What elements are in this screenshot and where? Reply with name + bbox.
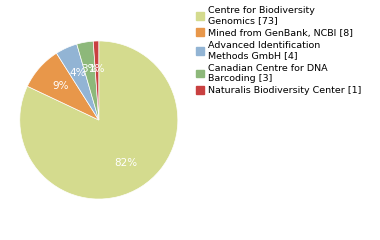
Text: 9%: 9% [52, 81, 68, 91]
Wedge shape [20, 41, 178, 199]
Legend: Centre for Biodiversity
Genomics [73], Mined from GenBank, NCBI [8], Advanced Id: Centre for Biodiversity Genomics [73], M… [195, 5, 362, 96]
Text: 82%: 82% [115, 158, 138, 168]
Wedge shape [93, 41, 99, 120]
Wedge shape [57, 44, 99, 120]
Text: 3%: 3% [82, 64, 98, 74]
Text: 1%: 1% [89, 64, 105, 74]
Wedge shape [77, 41, 99, 120]
Text: 4%: 4% [70, 68, 86, 78]
Wedge shape [27, 53, 99, 120]
